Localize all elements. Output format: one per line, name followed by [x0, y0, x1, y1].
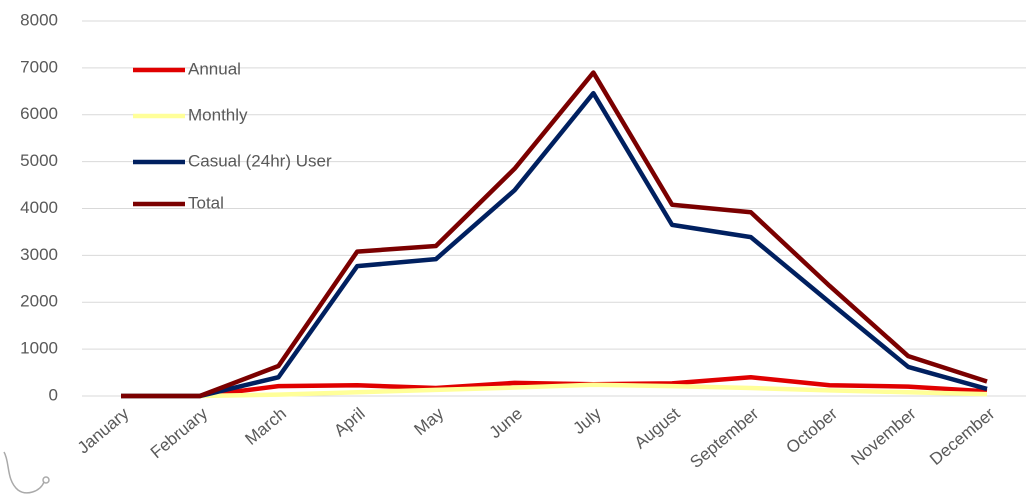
x-tick-label: June: [486, 404, 526, 442]
y-tick-label: 1000: [20, 339, 58, 358]
x-tick-label: October: [782, 404, 841, 458]
x-tick-label: April: [330, 404, 368, 440]
decor-icon: [3, 451, 50, 494]
legend-label: Monthly: [188, 105, 248, 124]
x-tick-label: September: [686, 404, 762, 472]
legend-label: Casual (24hr) User: [188, 151, 332, 170]
y-tick-label: 6000: [20, 104, 58, 123]
y-tick-label: 3000: [20, 245, 58, 264]
y-tick-label: 8000: [20, 10, 58, 29]
x-tick-label: March: [242, 404, 290, 449]
legend-label: Annual: [188, 59, 241, 78]
y-tick-label: 7000: [20, 57, 58, 76]
series-line: [121, 70, 988, 399]
x-tick-label: February: [147, 404, 212, 463]
x-tick-label: August: [631, 404, 684, 453]
y-tick-label: 0: [49, 385, 58, 404]
y-tick-label: 5000: [20, 151, 58, 170]
series-line: [121, 382, 988, 399]
y-tick-label: 4000: [20, 198, 58, 217]
series-line: [121, 375, 988, 399]
x-tick-label: November: [847, 404, 920, 469]
legend-label: Total: [188, 193, 224, 212]
x-tick-label: July: [569, 404, 605, 438]
y-tick-label: 2000: [20, 292, 58, 311]
x-tick-label: December: [926, 404, 999, 469]
x-tick-label: May: [411, 404, 448, 440]
x-tick-label: January: [74, 404, 133, 458]
series-line: [121, 90, 988, 399]
